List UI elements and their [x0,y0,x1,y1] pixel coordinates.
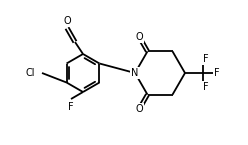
Text: O: O [135,104,143,114]
Text: Cl: Cl [25,68,35,78]
Text: O: O [135,32,143,42]
Text: F: F [203,82,209,92]
Text: F: F [214,68,220,78]
Text: F: F [203,54,209,64]
Text: F: F [68,102,74,112]
Text: N: N [131,68,139,78]
Text: O: O [63,16,71,26]
